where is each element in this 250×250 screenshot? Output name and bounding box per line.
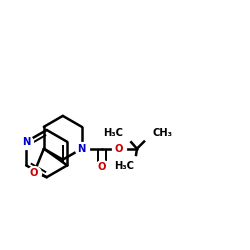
- Text: O: O: [98, 162, 106, 172]
- Text: CH₃: CH₃: [152, 128, 172, 138]
- Text: O: O: [30, 168, 38, 178]
- Text: N: N: [22, 137, 30, 147]
- Text: O: O: [115, 144, 123, 154]
- Text: H₃C: H₃C: [114, 161, 134, 171]
- Text: H₃C: H₃C: [103, 128, 123, 138]
- Text: N: N: [78, 144, 86, 154]
